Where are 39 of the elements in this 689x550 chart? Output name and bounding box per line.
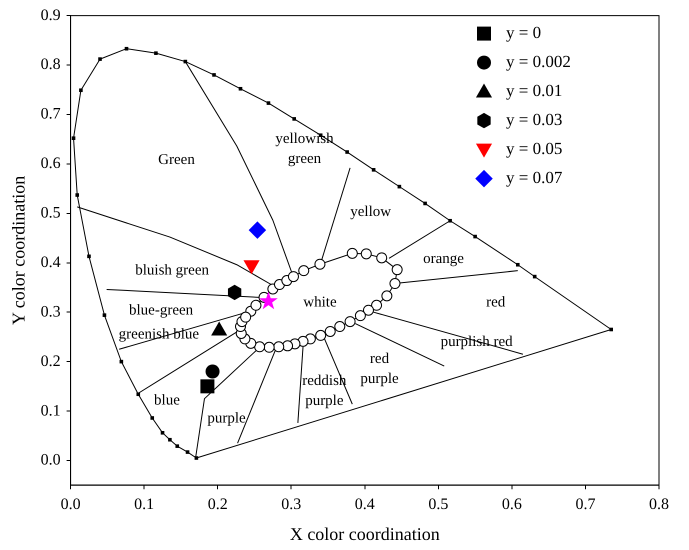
- annotation: orange: [423, 251, 464, 268]
- x-tick-label: 0.0: [60, 496, 81, 514]
- legend-label: y = 0: [506, 23, 542, 42]
- y-axis-title: Y color coordination: [8, 176, 29, 326]
- y-tick-label: 0.1: [40, 402, 61, 420]
- y-tick-label: 0.0: [40, 452, 61, 469]
- x-tick-label: 0.8: [649, 496, 669, 514]
- y-tick-label: 0.7: [40, 106, 61, 123]
- annotation: red: [486, 294, 506, 311]
- annotation: greenish blue: [118, 326, 200, 342]
- annotation: blue: [154, 392, 180, 409]
- y-tick-label: 0.6: [40, 155, 61, 172]
- legend-label: y = 0.002: [506, 52, 571, 72]
- x-tick-label: 0.3: [281, 496, 302, 514]
- x-tick-label: 0.6: [502, 496, 522, 514]
- y-tick-label: 0.4: [40, 254, 61, 271]
- y-tick-label: 0.8: [40, 56, 61, 74]
- x-axis-title: X color coordination: [290, 524, 440, 544]
- y-tick-label: 0.2: [40, 352, 61, 370]
- x-tick-label: 0.7: [575, 496, 596, 514]
- x-tick-label: 0.5: [428, 496, 448, 514]
- x-tick-label: 0.1: [134, 496, 154, 514]
- legend-label: y = 0.03: [506, 110, 562, 130]
- y-tick-label: 0.5: [40, 204, 61, 222]
- legend-label: y = 0.05: [506, 139, 562, 158]
- x-tick-label: 0.4: [354, 496, 375, 514]
- legend-label: y = 0.07: [506, 168, 563, 188]
- annotation: yellow: [350, 204, 392, 220]
- annotation: blue-green: [128, 302, 194, 319]
- annotation: purplish red: [440, 334, 514, 350]
- x-tick-label: 0.2: [208, 496, 228, 514]
- annotation: purple: [207, 410, 246, 426]
- legend-label: y = 0.01: [506, 81, 562, 100]
- annotation: red purple: [360, 350, 400, 387]
- annotation: Green: [158, 152, 196, 168]
- annotation: bluish green: [135, 262, 210, 279]
- y-tick-label: 0.9: [40, 6, 61, 24]
- y-tick-label: 0.3: [40, 303, 61, 320]
- annotation: white: [303, 294, 337, 311]
